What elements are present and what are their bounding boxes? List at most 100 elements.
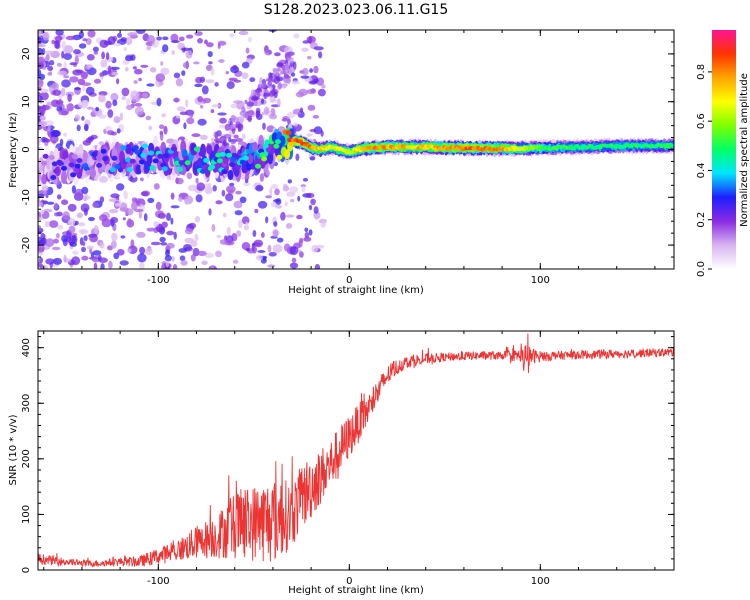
snr-series-line (38, 333, 674, 568)
spectrogram-speckle (197, 118, 207, 126)
spectrogram-speckle (56, 62, 62, 67)
spectrogram-speckle (107, 130, 115, 136)
spectrogram-speckle (80, 203, 90, 212)
spectrogram-speckle (127, 32, 137, 37)
spectrogram-speckle (180, 47, 191, 51)
spectrogram-speckle (241, 72, 249, 79)
spectrogram-speckle (111, 71, 119, 76)
spectrogram-speckle (264, 49, 273, 56)
spectrogram-speckle (241, 61, 250, 69)
spectrogram-speckle (272, 244, 283, 254)
spectrogram-speckle (179, 111, 188, 116)
spectrogram-speckle (92, 250, 102, 256)
spectrogram-speckle (233, 79, 242, 83)
spectrogram-speckle (211, 104, 221, 108)
spectrogram-ridge-cell (142, 143, 148, 149)
spectrogram-speckle (107, 36, 116, 45)
spectrogram-speckle (67, 93, 72, 102)
spectrogram-ridge-cell (62, 150, 69, 161)
spectrogram-speckle (175, 115, 181, 119)
spectrogram-speckle (78, 222, 85, 227)
spectrogram-speckle (108, 260, 113, 269)
spectrogram-speckle (127, 218, 132, 225)
spectrogram-speckle (138, 77, 142, 82)
spectrogram-speckle (269, 95, 276, 103)
spectrogram-speckle (47, 65, 54, 71)
spectrogram-speckle (275, 204, 282, 209)
spectrogram-speckle (150, 241, 161, 246)
spectrogram-speckle (48, 85, 54, 93)
spectrogram-speckle (273, 221, 278, 227)
spectrogram-speckle (110, 92, 119, 102)
spectrogram-speckle (92, 46, 99, 53)
spectrogram-speckle (194, 83, 203, 88)
colorbar-tick-label: 0.6 (696, 113, 707, 129)
spectrogram-speckle (137, 253, 147, 263)
spectrogram-speckle (112, 99, 118, 107)
spectrogram-speckle (125, 55, 133, 62)
spectrogram-ridge-cell (41, 174, 48, 185)
spectrogram-speckle (286, 51, 292, 58)
spectrogram-speckle (263, 106, 270, 115)
snr-ytick-label: 400 (21, 338, 32, 357)
spectrogram-speckle (241, 106, 246, 113)
spectrogram-speckle (159, 124, 165, 129)
spectrogram-ridge-cell (135, 164, 142, 175)
spectrogram-ridge-cell (206, 144, 213, 155)
spectrogram-speckle (121, 87, 130, 97)
spectrogram-speckle (281, 118, 288, 122)
spectrogram-speckle (212, 185, 217, 192)
spectrogram-speckle (215, 200, 223, 205)
spectrogram-ridge-cell (50, 175, 57, 180)
spectrogram-speckle (116, 128, 121, 134)
spectrogram-speckle (98, 175, 108, 183)
spectrogram-speckle (83, 123, 89, 132)
spectrogram-ridge-cell (221, 169, 228, 175)
spectrogram-speckle (125, 104, 133, 111)
spectrogram-speckle (228, 137, 232, 143)
spectrogram-speckle (192, 247, 200, 257)
colorbar: 0.0 0.2 0.4 0.6 0.8 Normalized spectral ampl… (696, 30, 750, 277)
spectrogram-ytick-label: 0 (21, 146, 32, 152)
spectrogram-speckle (54, 40, 60, 49)
spectrogram-speckle (146, 83, 155, 87)
spectrogram-speckle (116, 78, 120, 85)
spectrogram-speckle (269, 187, 273, 196)
spectrogram-speckle (69, 62, 77, 66)
spectrogram-ridge-cell (250, 164, 257, 170)
spectrogram-speckle (185, 99, 189, 108)
spectrogram-ridge-cell (203, 157, 210, 163)
spectrogram-speckle (313, 65, 319, 74)
spectrogram-speckle (194, 31, 203, 36)
spectrogram-speckle (78, 229, 89, 235)
spectrogram-ridge-cell (149, 165, 156, 171)
spectrogram-speckle (257, 250, 266, 253)
spectrogram-speckle (119, 260, 129, 266)
spectrogram-speckle (81, 82, 92, 86)
spectrogram-ridge-cell (76, 158, 83, 163)
spectrogram-speckle (98, 257, 108, 264)
spectrogram-speckle (211, 137, 215, 143)
spectrogram-speckle (307, 55, 312, 60)
spectrogram-speckle (304, 232, 310, 239)
spectrogram-speckle (99, 214, 108, 222)
spectrogram-speckle (203, 183, 211, 190)
spectrogram-speckle (140, 64, 149, 68)
spectrogram-speckle (52, 246, 61, 251)
spectrogram-speckle (232, 64, 238, 71)
spectrogram-speckle (296, 214, 303, 220)
spectrogram-speckle (206, 42, 214, 48)
spectrogram-ridge-cell (96, 162, 103, 168)
spectrogram-speckle (166, 138, 175, 144)
spectrogram-speckle (140, 191, 149, 197)
spectrogram-speckle (235, 190, 242, 195)
spectrogram-speckle (141, 92, 149, 98)
spectrogram-speckle (268, 113, 278, 120)
spectrogram-ridge-cell (279, 135, 286, 146)
spectrogram-speckle (302, 40, 310, 44)
spectrogram-speckle (283, 243, 291, 252)
snr-background (38, 331, 674, 570)
spectrogram-speckle (144, 247, 153, 255)
spectrogram-speckle (231, 127, 236, 134)
spectrogram-speckle (63, 52, 72, 61)
